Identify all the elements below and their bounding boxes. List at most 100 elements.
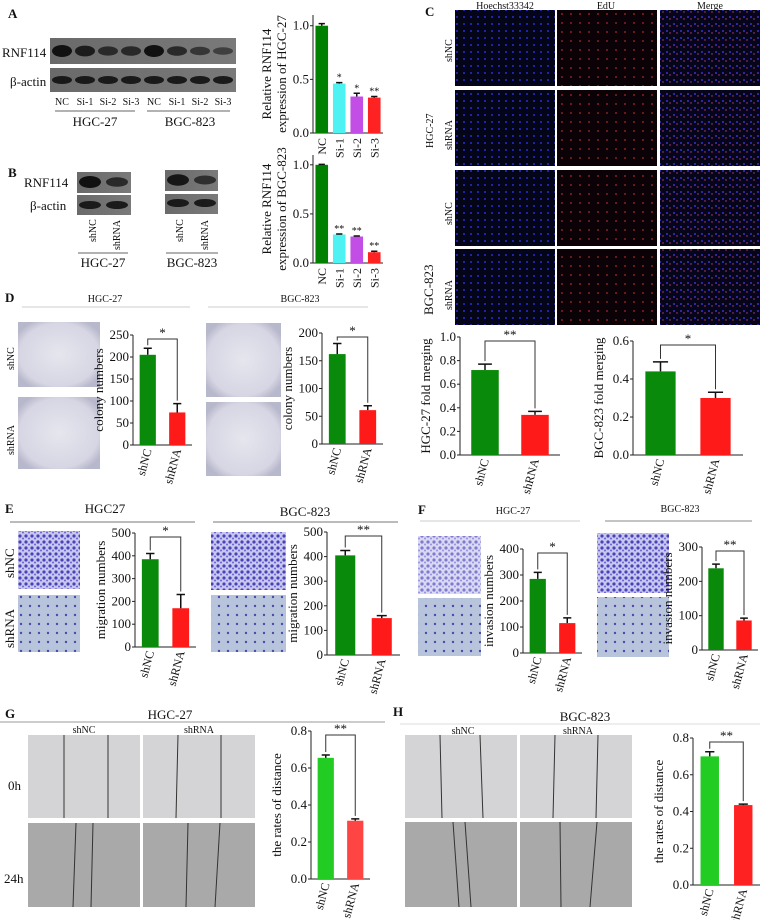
y-tick-label: 1.0 [440,329,456,344]
y-tick-label: 0.0 [293,255,309,270]
y-tick-label: 0 [123,437,130,452]
merge-image [660,170,760,246]
error-bar [340,549,351,556]
protein-band [167,76,187,84]
significance-marker: * [685,331,692,346]
significance-bracket [147,338,178,401]
y-axis-label: invasion numbers [660,552,675,644]
bar-shrna [559,623,576,653]
bar-shnc [317,757,334,879]
y-tick-label: 200 [110,349,130,364]
significance-marker: ** [724,537,737,552]
bar-chart: 0.0 0.2 0.4 0.6 BGC-823 fold merging shNC shRN… [591,331,743,496]
lane-label: NC [55,97,69,108]
protein-band [167,46,187,56]
significance-bracket [709,741,744,802]
invasion-image [418,598,481,656]
group-label-hgc27: HGC-27 [81,255,126,270]
group-title-bgc823: BGC-823 [280,504,331,519]
group-title-bgc823: BGC-823 [281,294,320,305]
row-label: shNC [2,548,17,578]
y-tick-label: 50 [305,408,318,423]
error-bar [738,803,748,806]
y-tick-label: 100 [304,622,324,637]
wound-edge [439,734,443,819]
y-axis-label: Relative RNF114 [259,163,274,254]
y-axis-label: expression of BGC-823 [274,147,289,271]
y-tick-label: 500 [304,524,324,539]
group-label-bgc823: BGC-823 [167,255,218,270]
y-tick-label: 200 [299,325,319,340]
y-tick-label: 300 [112,571,132,586]
bar-chart: 0.0 0.2 0.4 0.6 0.8 1.0 HGC-27 fold merging shN… [418,327,560,496]
error-bar [143,347,152,355]
wound-edge [175,734,179,819]
y-tick-label: 1.0 [293,18,309,33]
row-label: shRNA [6,424,17,455]
y-tick-label: 0.8 [673,730,689,745]
lane-label: NC [147,97,161,108]
y-tick-label: 0 [317,647,324,662]
x-tick-label: Si-1 [332,268,346,288]
panel-letter-f: F [418,502,426,517]
bar-si-2 [350,96,364,133]
y-axis-label: the rates of distance [269,753,284,857]
time-label-0h: 0h [8,778,22,793]
bar-shnc [335,555,356,655]
lane-label: Si-2 [192,97,209,108]
x-tick-label: shRNA [161,447,184,486]
significance-marker: ** [334,224,344,235]
y-tick-label: 200 [112,593,132,608]
significance-marker: ** [369,241,379,252]
colony-plate-image [18,322,100,387]
protein-band [144,45,164,57]
wound-edge [72,822,77,908]
wound-image [520,822,632,907]
x-tick-label: shRNA [727,887,750,920]
bar-chart: 0.0 0.5 1.0 Relative RNF114 expression of BG… [259,147,383,288]
lane-label: Si-2 [100,97,117,108]
x-tick-label: shRNA [339,881,362,920]
bar-shrna [169,412,186,445]
y-tick-label: 0.0 [673,877,689,892]
x-tick-label: shNC [312,881,333,911]
protein-band [144,76,164,84]
wound-edge [559,821,562,908]
y-tick-label: 0.2 [440,423,456,438]
error-bar [336,81,343,84]
panel-letter-a: A [8,6,18,21]
bar-shrna [371,618,392,655]
x-tick-label: shNC [696,887,717,917]
error-bar [740,617,748,621]
y-tick-label: 0.2 [613,409,629,424]
bar-nc [315,164,329,263]
row-label: shRNA [2,608,17,648]
error-bar [652,361,669,372]
panel-letter-c: C [425,4,434,19]
x-tick-label: NC [315,268,329,285]
western-blot-a [50,38,236,92]
bar-chart: 0 100 200 300 400 500 migration numbers shNC shR… [93,523,196,688]
y-tick-label: 0 [692,642,699,657]
protein-band [79,201,101,209]
time-label-24h: 24h [4,871,24,886]
hoechst-image [455,170,555,246]
lane-labels: NC Si-1 Si-2 Si-3 NC Si-1 Si-2 Si-3 [55,97,231,108]
wound-edge [552,734,556,819]
migration-image [18,531,80,589]
panel-letter-h: H [393,704,403,719]
x-tick-label: shNC [702,652,723,682]
x-tick-label: Si-3 [367,268,381,288]
y-tick-label: 0.5 [293,206,309,221]
colony-plate-image [18,397,100,469]
protein-band [52,45,72,57]
y-axis-label: migration numbers [285,544,300,643]
error-bar [146,552,155,560]
lane-label: shRNA [200,219,211,250]
y-tick-label: 0.8 [291,723,307,738]
significance-bracket [344,535,383,613]
significance-marker: * [337,73,342,84]
significance-bracket [325,734,356,816]
column-label-hoechst: Hoechst33342 [476,1,534,12]
